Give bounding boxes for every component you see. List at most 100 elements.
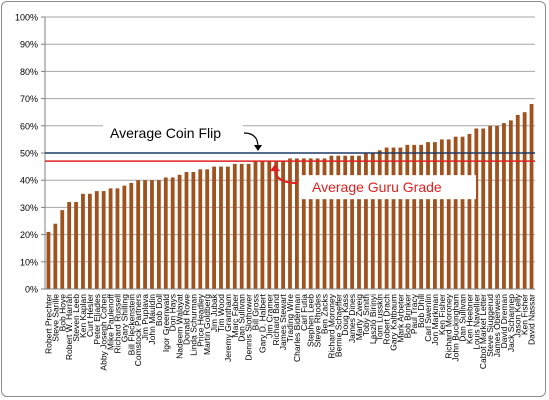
x-tick-label: Laszlo Birinyi	[368, 294, 378, 344]
bar	[301, 158, 306, 289]
bar	[329, 155, 334, 289]
x-tick-label: Paul Tracy	[409, 293, 419, 334]
bar	[239, 163, 244, 289]
x-tick-label: Tim Wood	[216, 294, 226, 333]
x-tick-label: Steven Leeb	[71, 294, 81, 342]
y-tick-label: 30%	[20, 203, 38, 213]
x-tick-label: James Stewart	[278, 293, 288, 350]
bar	[522, 112, 527, 289]
annotations: Average Coin Flip Average Guru Grade	[103, 123, 476, 200]
bar	[53, 223, 58, 289]
x-tick-label: Comstock Partners	[133, 294, 143, 366]
y-tick-label: 70%	[20, 94, 38, 104]
coin-flip-label: Average Coin Flip	[110, 125, 221, 141]
x-tick-label: Mike Paulenoff	[106, 293, 116, 350]
bar	[529, 104, 534, 289]
x-tick-label: Richard Moroney	[326, 293, 336, 358]
x-tick-label: James Oberweis	[492, 294, 502, 357]
x-tick-label: Bob Doll	[154, 294, 164, 326]
y-tick-label: 50%	[20, 149, 38, 159]
y-tick-label: 80%	[20, 67, 38, 77]
x-tick-label: Donald Rowe	[181, 294, 191, 345]
bar	[322, 158, 327, 289]
bar	[419, 144, 424, 289]
bar	[170, 177, 175, 289]
x-tick-label: Richard Russell	[112, 294, 122, 354]
x-tick-label: Jon Markman	[430, 294, 440, 346]
bar	[439, 139, 444, 289]
x-tick-label: Charles Biderman	[292, 294, 302, 362]
x-tick-label: Jim Puplava	[140, 294, 150, 341]
coin-flip-label-bg	[103, 123, 243, 143]
x-tick-label: Curt Hesler	[85, 294, 95, 337]
reference-lines	[45, 152, 535, 162]
x-tick-label: Richard Band	[271, 294, 281, 346]
x-tick-label: Martin Goldberg	[202, 294, 212, 355]
guru-grade-label: Average Guru Grade	[312, 179, 442, 195]
x-tick-label: Ken Kaplan	[78, 294, 88, 338]
bar	[205, 169, 210, 289]
x-tick-label: Dennis Slothower	[244, 294, 254, 361]
bar	[433, 142, 437, 289]
y-tick-label: 40%	[20, 176, 38, 186]
bar	[177, 174, 182, 289]
x-tick-label: Louis Navellier	[471, 294, 481, 350]
bar	[156, 180, 161, 289]
bar	[281, 161, 285, 289]
bar	[87, 193, 92, 289]
y-tick-label: 20%	[20, 230, 38, 240]
x-tick-label: Bernie Schaeffer	[333, 294, 343, 357]
bar	[488, 125, 493, 289]
x-tick-label: Robert Drach	[382, 294, 392, 345]
bar	[350, 155, 355, 289]
bar	[502, 123, 506, 289]
bar	[108, 188, 113, 289]
bar	[412, 144, 417, 289]
x-tick-label: Gary Kaltbaum	[389, 294, 399, 351]
x-tick-label: Nadeem Walayat	[175, 293, 185, 359]
x-tick-label: Bill Gross	[250, 294, 260, 330]
x-tick-label: Doug Kass	[340, 294, 350, 336]
bar	[377, 150, 382, 289]
y-tick-label: 0%	[25, 285, 38, 295]
bar	[295, 158, 299, 289]
x-tick-label: Steve Rhodes	[313, 294, 323, 347]
guru-grade-label-bg	[300, 175, 476, 200]
bar	[405, 144, 410, 289]
bars	[46, 104, 534, 289]
coin-flip-arrowhead-icon	[254, 145, 262, 151]
x-tick-label: Ken Heebner	[464, 294, 474, 344]
bar	[274, 161, 279, 289]
bar	[212, 166, 216, 289]
x-tick-label: Bob Hoye	[57, 294, 67, 332]
bar	[101, 191, 106, 289]
x-tick-label: Jack Schannep	[506, 294, 516, 352]
bar	[219, 166, 223, 289]
bar	[191, 172, 196, 289]
guru-grade-arrow-icon	[274, 169, 299, 185]
bar	[460, 136, 465, 289]
bar	[122, 185, 127, 289]
y-tick-label: 90%	[20, 40, 38, 50]
x-tick-label: Ken Fisher	[520, 294, 530, 335]
bar	[315, 158, 320, 289]
bar	[481, 128, 486, 289]
bar	[515, 114, 520, 289]
bar	[115, 188, 120, 289]
bar	[336, 155, 341, 289]
x-tick-label: Linda Schurman	[188, 294, 198, 356]
bar	[426, 142, 430, 289]
x-tick-label: Bill Fleckenstein	[126, 294, 136, 356]
y-tick-label: 10%	[20, 257, 38, 267]
bar	[495, 125, 499, 289]
x-tick-label: Jeremy Grantham	[223, 294, 233, 362]
x-tick-label: Price Headley	[195, 293, 205, 347]
bar	[60, 210, 65, 289]
bar	[446, 139, 451, 289]
x-tick-label: Bob Brinker	[402, 294, 412, 339]
x-tick-label: Gary D. Halbert	[257, 293, 267, 353]
x-tick-label: Stephen Leeb	[306, 294, 316, 347]
x-tick-label: Robert Prechter	[43, 294, 53, 354]
bar	[391, 147, 396, 289]
